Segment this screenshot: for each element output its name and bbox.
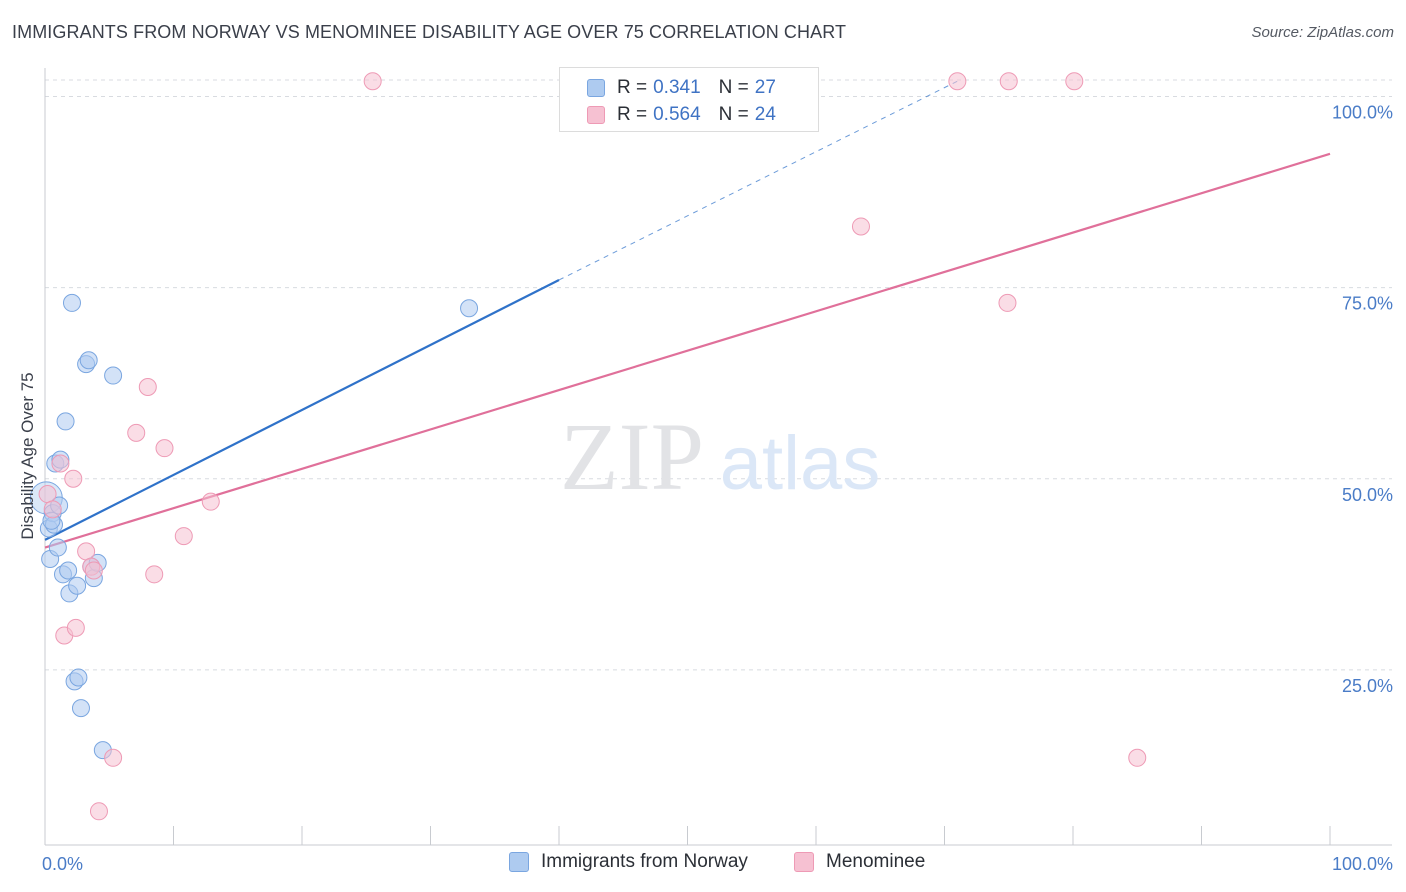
point-norway xyxy=(56,412,75,431)
point-menominee xyxy=(138,378,157,397)
point-menominee xyxy=(145,565,164,584)
x-tick-label-max: 100.0% xyxy=(1332,854,1393,874)
point-norway xyxy=(71,699,90,718)
trend-line-norway xyxy=(44,278,560,541)
legend-n-label: N = xyxy=(718,104,749,125)
y-tick-label: 25.0% xyxy=(1342,676,1393,696)
point-menominee xyxy=(84,561,103,580)
legend: R = 0.341 N = 27 R = 0.564 N = 24 xyxy=(559,67,819,132)
point-menominee xyxy=(64,469,83,488)
legend-n-value: 24 xyxy=(754,104,776,125)
bottom-legend: Immigrants from Norway Menominee xyxy=(0,851,1406,877)
point-menominee xyxy=(201,492,220,511)
point-norway xyxy=(104,366,123,385)
legend-swatch-blue xyxy=(587,79,605,97)
x-tick-label-min: 0.0% xyxy=(42,854,83,874)
data-points xyxy=(29,72,1147,821)
point-menominee xyxy=(38,485,57,504)
point-menominee xyxy=(174,527,193,546)
point-menominee xyxy=(43,500,62,519)
trend-line-menominee xyxy=(44,152,1331,549)
legend-n-label: N = xyxy=(718,77,749,98)
chart-title: IMMIGRANTS FROM NORWAY VS MENOMINEE DISA… xyxy=(12,22,847,42)
legend-swatch-pink xyxy=(587,106,605,124)
point-norway xyxy=(48,538,67,557)
point-menominee xyxy=(66,618,85,637)
bottom-legend-label-menominee: Menominee xyxy=(826,851,926,872)
source-label: Source: ZipAtlas.com xyxy=(1251,24,1394,41)
legend-row-norway: R = 0.341 N = 27 xyxy=(587,75,776,101)
point-menominee xyxy=(851,217,870,236)
axes xyxy=(44,68,1392,846)
axis-labels: Disability Age Over 75 25.0% 50.0% 75.0% 10… xyxy=(18,103,1393,875)
y-tick-label: 100.0% xyxy=(1332,103,1393,123)
bottom-legend-menominee: Menominee xyxy=(794,851,925,873)
point-menominee xyxy=(51,454,70,473)
point-menominee xyxy=(948,72,967,91)
bottom-legend-swatch-pink xyxy=(794,852,814,872)
point-menominee xyxy=(999,72,1018,91)
point-menominee xyxy=(1128,748,1147,767)
point-menominee xyxy=(104,748,123,767)
watermark-atlas: atlas xyxy=(720,421,881,506)
point-norway xyxy=(59,561,78,580)
point-norway xyxy=(68,576,87,595)
point-norway xyxy=(79,351,98,370)
bottom-legend-label-norway: Immigrants from Norway xyxy=(541,851,748,872)
y-tick-label: 50.0% xyxy=(1342,485,1393,505)
point-norway xyxy=(69,668,88,687)
point-menominee xyxy=(89,802,108,821)
point-menominee xyxy=(155,439,174,458)
point-menominee xyxy=(998,293,1017,312)
point-norway xyxy=(460,299,479,318)
watermark-zip: ZIP xyxy=(560,403,704,510)
bottom-legend-swatch-blue xyxy=(509,852,529,872)
legend-n-value: 27 xyxy=(754,77,776,98)
trend-lines xyxy=(44,80,1331,549)
legend-r-value: 0.564 xyxy=(653,104,701,125)
bottom-legend-norway: Immigrants from Norway xyxy=(509,851,748,873)
point-menominee xyxy=(1065,72,1084,91)
grid-lines xyxy=(45,79,1392,671)
y-axis-label: Disability Age Over 75 xyxy=(18,372,37,539)
point-menominee xyxy=(363,72,382,91)
legend-r-label: R = xyxy=(617,104,648,125)
legend-r-label: R = xyxy=(617,77,648,98)
legend-row-menominee: R = 0.564 N = 24 xyxy=(587,102,776,128)
point-menominee xyxy=(127,423,146,442)
legend-r-value: 0.341 xyxy=(653,77,701,98)
point-norway xyxy=(62,293,81,312)
point-menominee xyxy=(77,542,96,561)
trend-line-norway-extension xyxy=(558,80,958,281)
watermark: ZIP atlas xyxy=(560,403,880,510)
y-tick-label: 75.0% xyxy=(1342,294,1393,314)
